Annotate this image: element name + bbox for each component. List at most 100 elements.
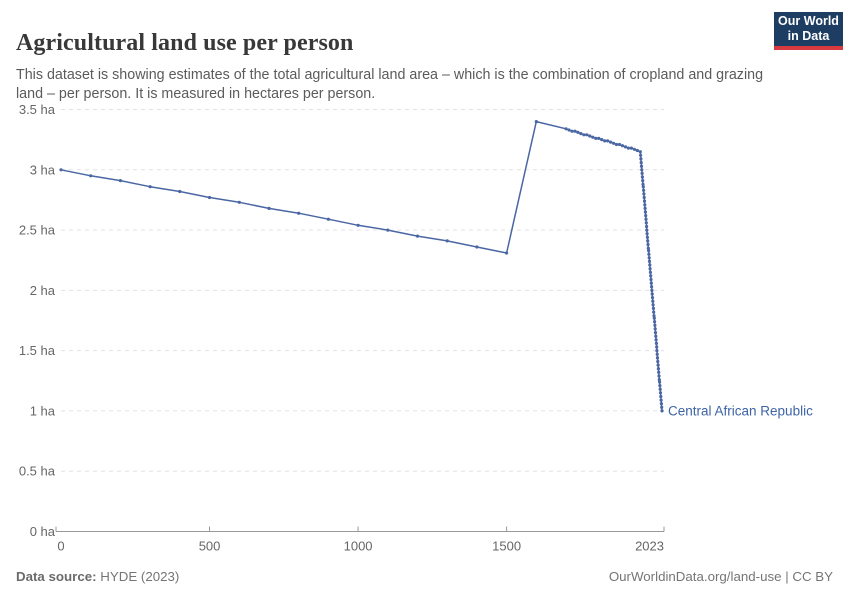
entity-label[interactable]: Central African Republic <box>668 403 813 418</box>
data-point[interactable] <box>643 203 647 207</box>
data-point[interactable] <box>656 363 660 367</box>
data-point[interactable] <box>651 303 655 307</box>
data-point[interactable] <box>648 267 652 271</box>
data-point[interactable] <box>475 245 479 249</box>
data-line[interactable] <box>60 120 663 411</box>
data-point[interactable] <box>579 132 583 136</box>
data-point[interactable] <box>415 234 420 238</box>
data-point[interactable] <box>658 380 662 384</box>
data-point[interactable] <box>652 310 656 314</box>
data-point[interactable] <box>658 391 663 395</box>
data-point[interactable] <box>644 214 648 218</box>
data-point[interactable] <box>635 148 639 153</box>
data-point[interactable] <box>178 189 182 194</box>
data-point[interactable] <box>632 147 637 151</box>
data-point[interactable] <box>582 133 586 137</box>
data-point[interactable] <box>650 296 655 300</box>
data-point[interactable] <box>660 409 664 413</box>
data-point[interactable] <box>639 153 643 157</box>
data-point[interactable] <box>638 150 642 154</box>
data-point[interactable] <box>642 188 646 192</box>
data-point[interactable] <box>645 228 649 232</box>
data-point[interactable] <box>641 182 645 186</box>
data-point[interactable] <box>651 306 656 310</box>
data-point[interactable] <box>650 292 654 296</box>
data-point[interactable] <box>645 232 649 236</box>
data-point[interactable] <box>89 174 93 178</box>
data-point[interactable] <box>653 331 658 335</box>
data-point[interactable] <box>573 129 577 133</box>
data-point[interactable] <box>326 217 330 221</box>
data-point[interactable] <box>148 185 152 189</box>
data-point[interactable] <box>654 338 658 342</box>
data-point[interactable] <box>567 128 571 132</box>
owid-citation-link[interactable]: OurWorldinData.org/land-use | CC BY <box>608 569 833 584</box>
data-point[interactable] <box>639 157 643 161</box>
data-point[interactable] <box>629 146 634 150</box>
data-point[interactable] <box>640 171 644 175</box>
data-point[interactable] <box>591 135 595 139</box>
data-point[interactable] <box>570 129 574 133</box>
data-point[interactable] <box>646 242 650 247</box>
data-point[interactable] <box>445 239 449 243</box>
data-point[interactable] <box>640 168 644 172</box>
data-point[interactable] <box>658 384 662 388</box>
data-point[interactable] <box>606 139 610 143</box>
data-point[interactable] <box>657 378 661 382</box>
data-point[interactable] <box>646 239 650 243</box>
data-point[interactable] <box>620 144 625 148</box>
data-point[interactable] <box>657 370 661 374</box>
data-point[interactable] <box>652 314 656 318</box>
data-point[interactable] <box>648 263 652 267</box>
data-point[interactable] <box>647 259 652 263</box>
data-point[interactable] <box>650 285 654 289</box>
data-point[interactable] <box>655 349 659 353</box>
data-point[interactable] <box>639 161 643 165</box>
data-point[interactable] <box>626 146 631 150</box>
data-point[interactable] <box>647 256 651 260</box>
data-point[interactable] <box>576 130 580 134</box>
data-point[interactable] <box>647 249 651 253</box>
data-point[interactable] <box>534 120 538 124</box>
data-point[interactable] <box>505 251 509 255</box>
data-point[interactable] <box>641 185 645 189</box>
data-point[interactable] <box>649 274 653 278</box>
data-point[interactable] <box>386 228 390 232</box>
data-point[interactable] <box>639 164 644 168</box>
data-point[interactable] <box>651 299 655 303</box>
data-point[interactable] <box>659 398 663 402</box>
data-point[interactable] <box>597 136 601 140</box>
data-point[interactable] <box>645 224 649 229</box>
data-point[interactable] <box>644 217 648 221</box>
data-point[interactable] <box>655 345 659 349</box>
data-point[interactable] <box>59 168 63 172</box>
data-point[interactable] <box>603 139 607 143</box>
data-point[interactable] <box>657 374 661 378</box>
data-point[interactable] <box>655 352 659 356</box>
data-point[interactable] <box>643 210 648 214</box>
data-point[interactable] <box>647 252 651 256</box>
data-point[interactable] <box>612 141 616 145</box>
data-point[interactable] <box>267 206 271 210</box>
data-point[interactable] <box>643 206 647 210</box>
data-point[interactable] <box>623 145 628 149</box>
data-point[interactable] <box>642 199 647 203</box>
data-point[interactable] <box>118 179 122 183</box>
data-point[interactable] <box>654 334 658 338</box>
data-point[interactable] <box>564 127 568 131</box>
data-point[interactable] <box>658 387 662 391</box>
data-point[interactable] <box>648 270 653 274</box>
data-point[interactable] <box>609 140 613 144</box>
data-point[interactable] <box>594 136 598 140</box>
data-point[interactable] <box>645 235 650 239</box>
data-point[interactable] <box>650 288 654 292</box>
data-point[interactable] <box>653 323 657 327</box>
data-point[interactable] <box>617 142 622 147</box>
data-point[interactable] <box>655 356 660 360</box>
data-point[interactable] <box>297 211 301 215</box>
data-point[interactable] <box>588 134 592 138</box>
data-point[interactable] <box>649 281 653 285</box>
data-point[interactable] <box>649 277 653 282</box>
data-point[interactable] <box>646 246 650 250</box>
data-point[interactable] <box>585 133 589 137</box>
